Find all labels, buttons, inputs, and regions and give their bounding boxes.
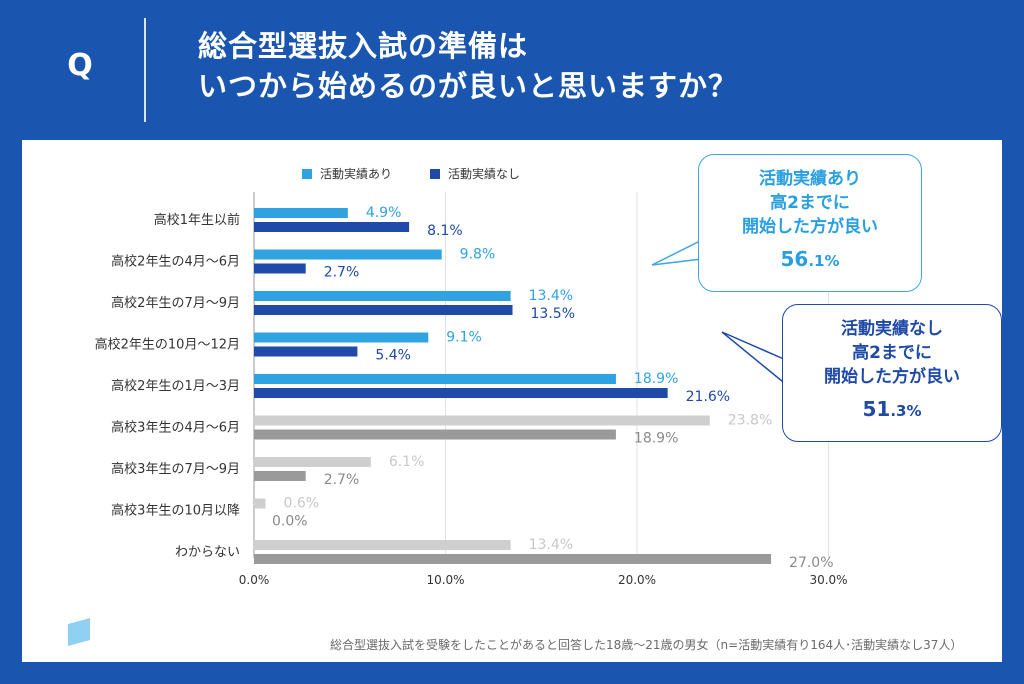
value-label-with-activity: 9.1% bbox=[446, 330, 482, 346]
value-label-with-activity: 13.4% bbox=[529, 288, 573, 304]
bar-without-activity bbox=[254, 346, 358, 357]
callout-b-pct-main: 51 bbox=[862, 397, 891, 421]
bar-with-activity bbox=[254, 498, 266, 509]
legend-label-without-activity: 活動実績なし bbox=[448, 166, 520, 181]
bar-with-activity bbox=[254, 540, 511, 550]
callout-b-line1: 活動実績なし bbox=[841, 319, 943, 339]
callout-a-line2: 高2までに bbox=[770, 193, 850, 213]
value-label-without-activity: 13.5% bbox=[531, 306, 575, 322]
x-tick-label-30: 30.0% bbox=[809, 573, 847, 587]
category-label: 高校3年生の7月〜9月 bbox=[111, 461, 240, 477]
question-line-2: いつから始めるのが良いと思いますか？ bbox=[198, 69, 739, 103]
value-label-with-activity: 0.6% bbox=[283, 496, 319, 512]
callout-b-line2: 高2までに bbox=[852, 343, 932, 363]
callout-b-pointer bbox=[721, 331, 789, 387]
value-label-with-activity: 23.8% bbox=[728, 413, 772, 429]
category-label: 高校2年生の10月〜12月 bbox=[95, 337, 240, 353]
value-label-without-activity: 5.4% bbox=[375, 348, 411, 364]
value-label-without-activity: 21.6% bbox=[686, 389, 730, 405]
category-label: 高校1年生以前 bbox=[154, 212, 240, 228]
category-label: 高校3年生の10月以降 bbox=[111, 503, 240, 519]
bar-without-activity bbox=[254, 554, 772, 564]
bar-with-activity bbox=[254, 457, 371, 467]
x-tick-label-10: 10.0% bbox=[426, 573, 464, 587]
callout-without-activity: 活動実績なし 高2までに 開始した方が良い 51.3% bbox=[782, 304, 1002, 442]
callout-b-percent: 51.3% bbox=[783, 395, 1001, 425]
callout-a-line3: 開始した方が良い bbox=[742, 217, 878, 237]
legend-swatch-without-activity bbox=[430, 169, 440, 179]
bar-without-activity bbox=[254, 471, 306, 481]
bar-with-activity bbox=[254, 249, 442, 260]
survey-footnote: 総合型選抜入試を受験をしたことがあると回答した18歳〜21歳の男女（n=活動実績… bbox=[330, 638, 963, 652]
legend-label-with-activity: 活動実績あり bbox=[320, 166, 392, 181]
category-label: わからない bbox=[175, 545, 240, 560]
bar-without-activity bbox=[254, 263, 306, 274]
callout-a-pct-dec: .1% bbox=[808, 252, 840, 270]
bar-without-activity bbox=[254, 388, 668, 398]
value-label-with-activity: 9.8% bbox=[460, 247, 496, 263]
value-label-with-activity: 4.9% bbox=[366, 205, 402, 221]
value-label-without-activity: 2.7% bbox=[324, 472, 360, 488]
value-label-without-activity: 18.9% bbox=[634, 431, 678, 447]
value-label-without-activity: 2.7% bbox=[324, 265, 360, 281]
book-logo-icon bbox=[42, 610, 90, 646]
callout-a-line1: 活動実績あり bbox=[759, 169, 861, 189]
bar-without-activity bbox=[254, 222, 410, 232]
question-title: 総合型選抜入試の準備は いつから始めるのが良いと思いますか？ bbox=[198, 26, 738, 106]
header-divider bbox=[144, 18, 146, 122]
bar-without-activity bbox=[254, 305, 513, 315]
bar-with-activity bbox=[254, 291, 511, 301]
callout-a-pct-main: 56 bbox=[780, 247, 809, 271]
category-label: 高校3年生の4月〜6月 bbox=[111, 420, 240, 436]
callout-b-line3: 開始した方が良い bbox=[824, 367, 960, 387]
brand-name: じゅけラボ予備校 bbox=[100, 620, 285, 645]
value-label-without-activity: 27.0% bbox=[789, 555, 833, 571]
callout-a-percent: 56.1% bbox=[699, 245, 921, 275]
bar-with-activity bbox=[254, 374, 616, 384]
value-label-without-activity: 8.1% bbox=[427, 223, 463, 239]
callout-b-pct-dec: .3% bbox=[890, 402, 922, 420]
chart-card: 0.0% 10.0% 20.0% 30.0% 活動実績あり 活動実績なし 高校1年生以前 4.… bbox=[22, 140, 1002, 662]
bar-with-activity bbox=[254, 415, 710, 426]
category-label: 高校2年生の7月〜9月 bbox=[111, 295, 240, 311]
bar-without-activity bbox=[254, 429, 616, 440]
category-label: 高校2年生の4月〜6月 bbox=[111, 254, 240, 270]
header: Q 総合型選抜入試の準備は いつから始めるのが良いと思いますか？ bbox=[0, 0, 1024, 130]
value-label-without-activity: 0.0% bbox=[272, 514, 308, 530]
callout-a-pointer bbox=[651, 239, 711, 266]
question-line-1: 総合型選抜入試の準備は bbox=[198, 29, 529, 63]
q-label: Q bbox=[67, 48, 93, 83]
bar-with-activity bbox=[254, 332, 429, 343]
x-tick-label-0: 0.0% bbox=[239, 573, 270, 587]
x-tick-label-20: 20.0% bbox=[618, 573, 656, 587]
legend-swatch-with-activity bbox=[302, 169, 312, 179]
value-label-with-activity: 13.4% bbox=[529, 537, 573, 553]
value-label-with-activity: 6.1% bbox=[389, 454, 425, 470]
category-label: 高校2年生の1月〜3月 bbox=[111, 378, 240, 394]
value-label-with-activity: 18.9% bbox=[634, 371, 678, 387]
callout-with-activity: 活動実績あり 高2までに 開始した方が良い 56.1% bbox=[698, 154, 922, 292]
bar-with-activity bbox=[254, 208, 348, 218]
